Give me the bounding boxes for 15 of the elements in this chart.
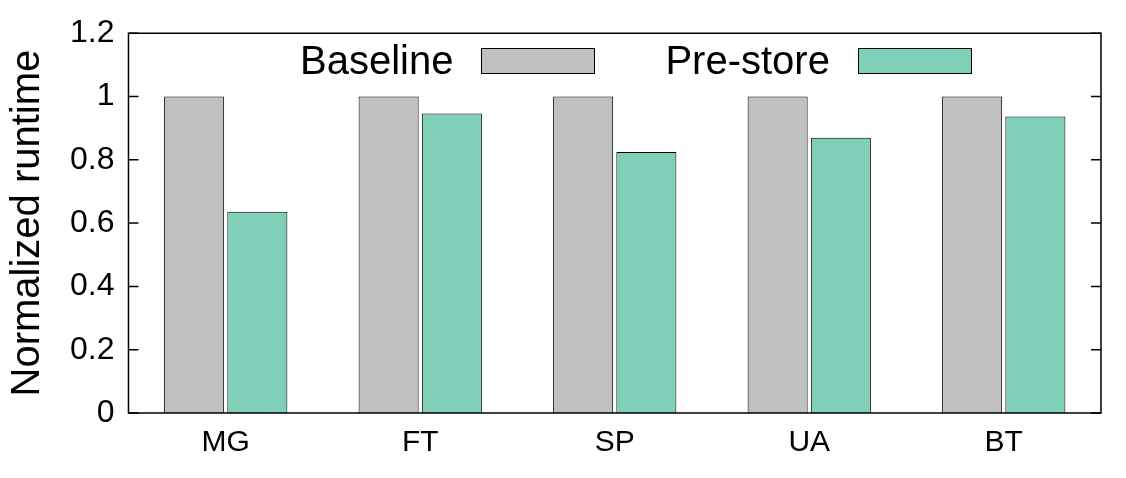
y-tick-label: 1 [96, 76, 115, 113]
y-tick-label: 1.2 [70, 13, 115, 50]
legend-label: Baseline [300, 38, 454, 83]
y-tick-label: 0 [96, 392, 115, 429]
y-tick-label: 0.4 [70, 266, 115, 303]
y-tick-label: 0.2 [70, 329, 115, 366]
x-tick-label: UA [788, 424, 831, 458]
legend-label: Pre-store [665, 38, 830, 83]
x-tick-label: FT [401, 424, 439, 458]
x-tick-label: BT [984, 424, 1023, 458]
x-tick-label: SP [594, 424, 635, 458]
y-axis-title: Normalized runtime [3, 49, 48, 397]
y-tick-label: 0.8 [70, 139, 115, 176]
x-tick-label: MG [201, 424, 250, 458]
y-tick-label: 0.6 [70, 202, 115, 239]
